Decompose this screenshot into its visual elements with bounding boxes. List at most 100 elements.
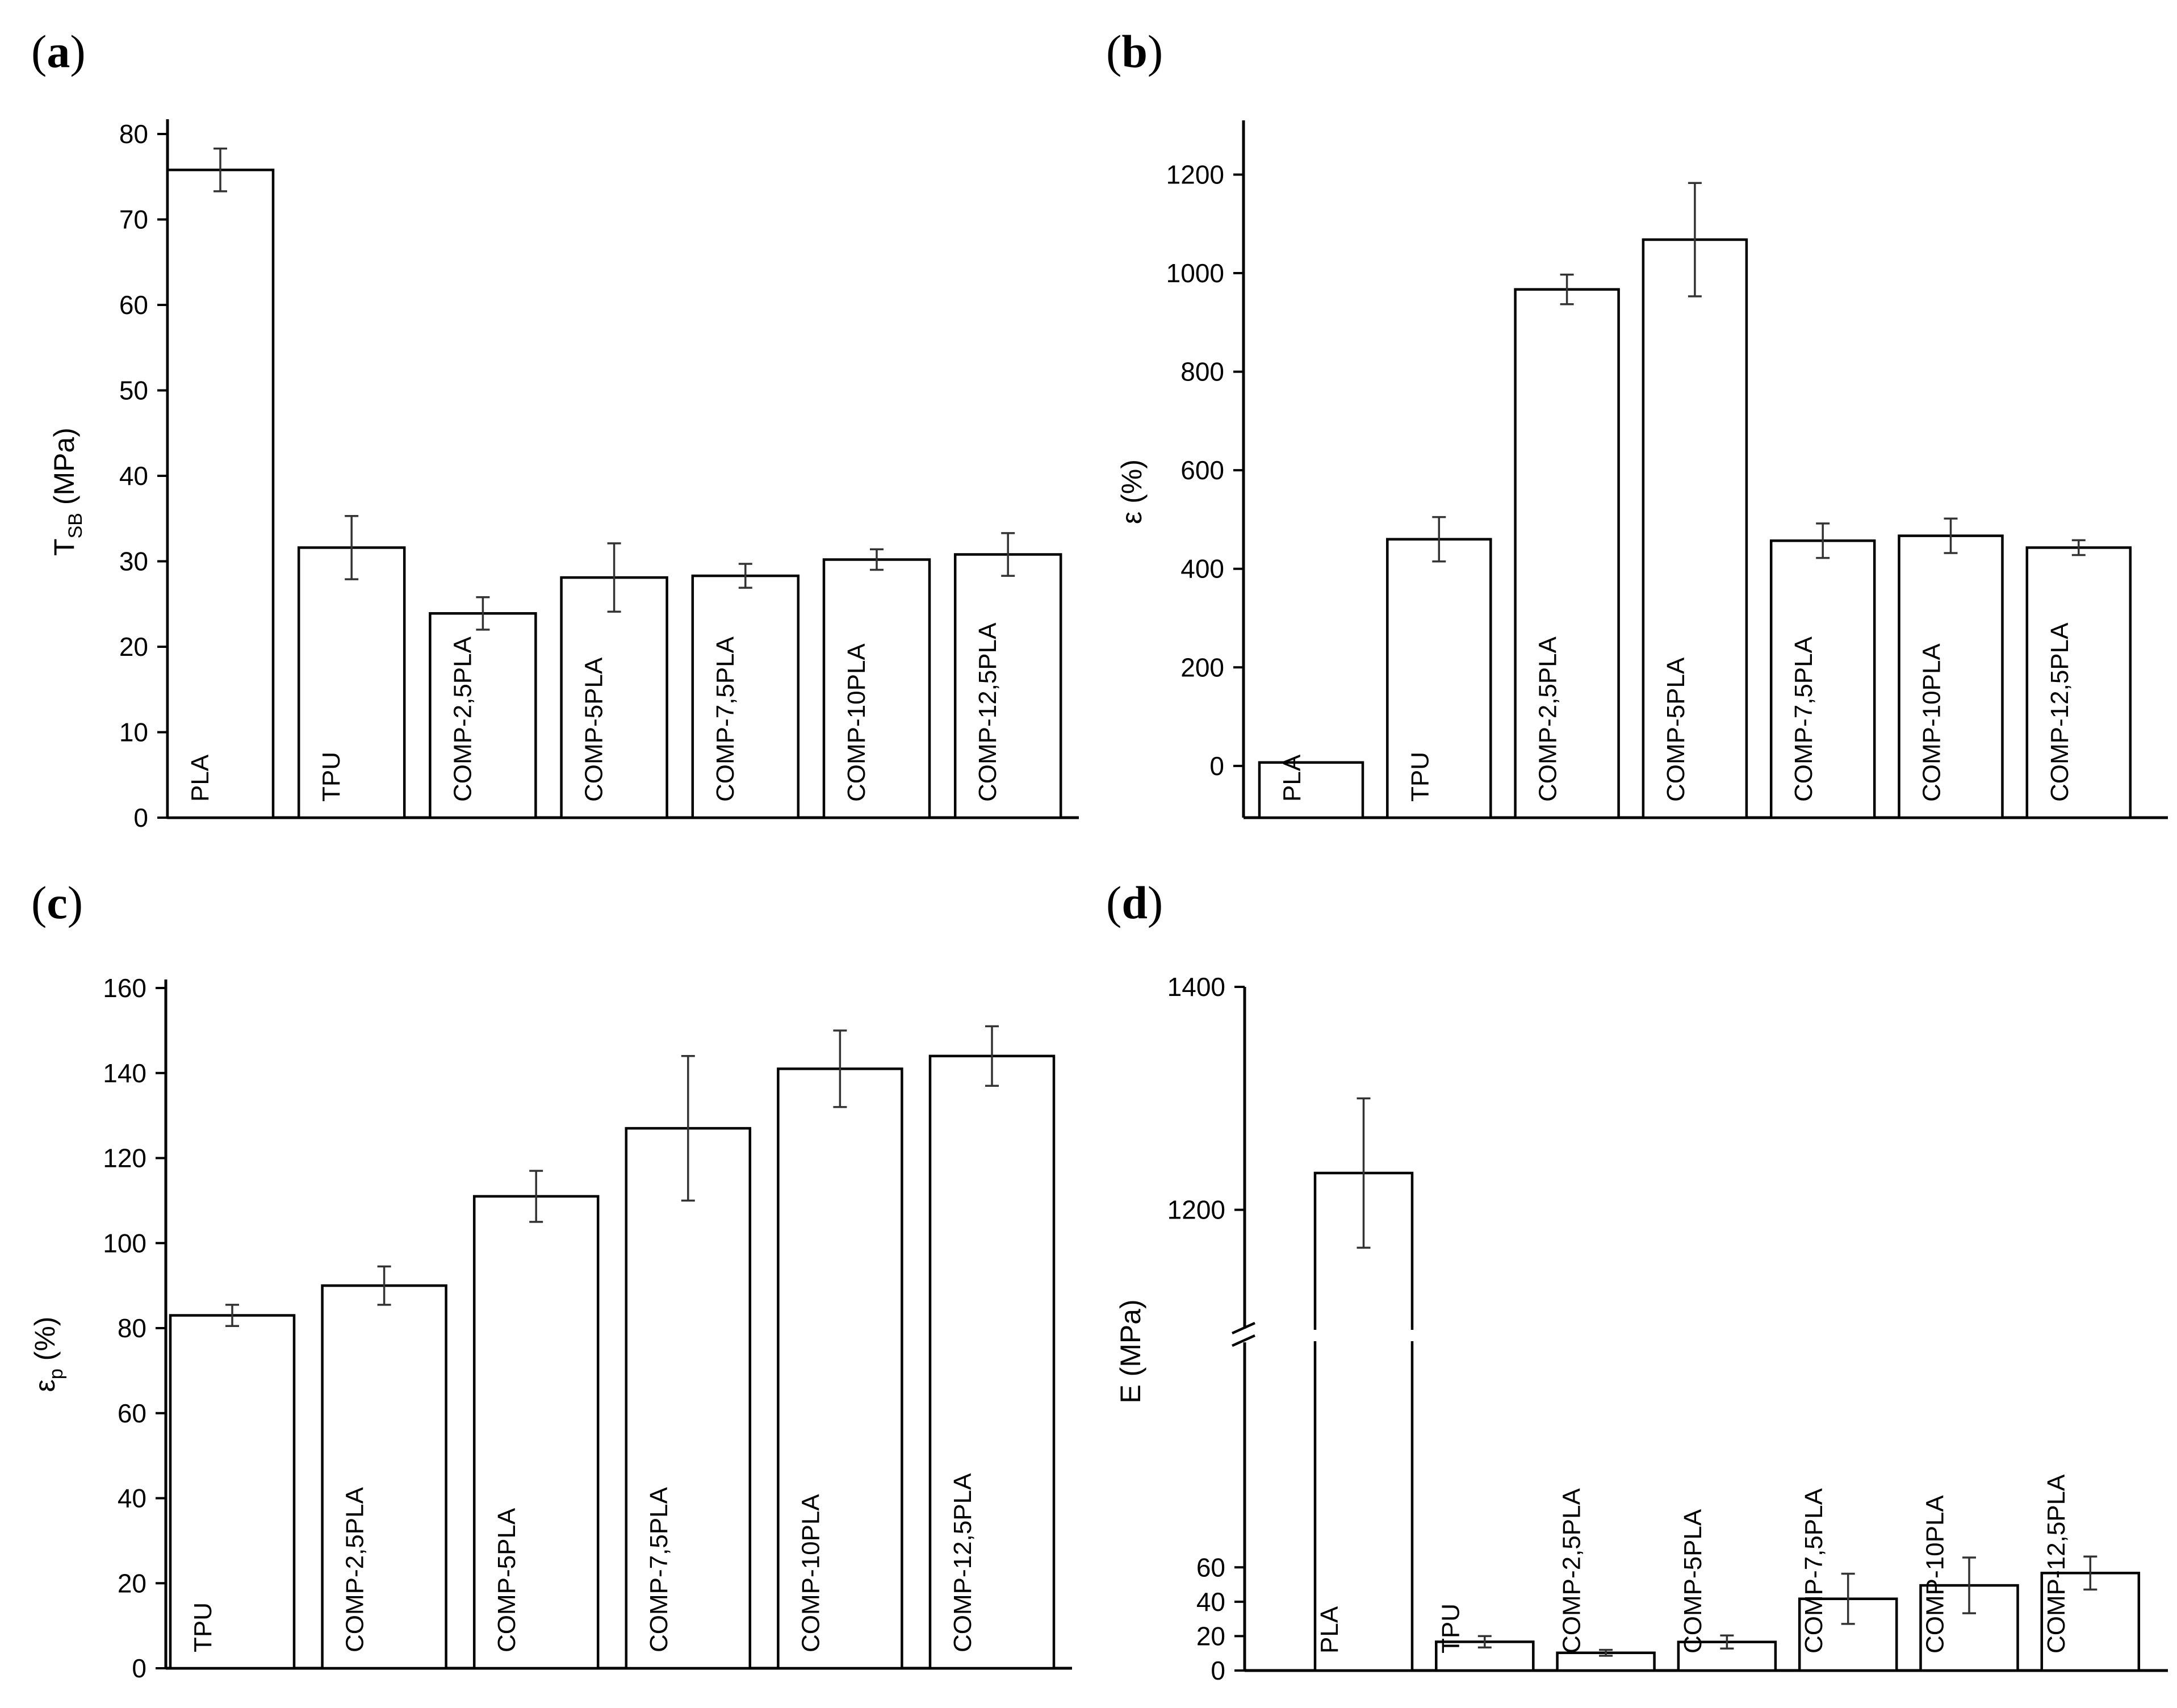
y-tick-label: 1200 — [1166, 160, 1224, 189]
y-tick-label: 1000 — [1166, 258, 1224, 288]
bar-label: COMP-2,5PLA — [449, 636, 476, 802]
panel-a: (a) 0 10 20 30 40 50 60 70 80 TSB (MPa) PLA TPU CO… — [31, 26, 1079, 832]
bar-label: COMP-5PLA — [493, 1508, 521, 1652]
y-tick-label: 1200 — [1167, 1195, 1225, 1225]
y-tick-label: 70 — [119, 205, 148, 235]
bar — [429, 612, 537, 819]
bar — [1386, 538, 1492, 819]
bar — [2025, 546, 2132, 819]
y-tick-label: 800 — [1180, 357, 1224, 387]
bar-label: COMP-12,5PLA — [949, 1473, 977, 1652]
bar-label: TPU — [317, 752, 345, 802]
axis-break-mark — [1232, 1321, 1255, 1347]
y-tick-label: 140 — [103, 1058, 146, 1088]
y-tick-label: 0 — [132, 1653, 146, 1683]
y-tick-label: 0 — [133, 803, 148, 832]
y-tick-label: 80 — [119, 119, 148, 149]
bar — [1677, 1640, 1777, 1672]
bar-label: COMP-12,5PLA — [2042, 1474, 2070, 1653]
bar-break-gap — [1312, 1330, 1416, 1341]
panel-d-letter: (d) — [1106, 877, 1163, 928]
panel-d-y-axis-label: E (MPa) — [1115, 1299, 1146, 1403]
bar — [297, 546, 406, 819]
bar — [169, 1314, 296, 1670]
bar-label: COMP-12,5PLA — [2046, 622, 2074, 802]
y-tick-label: 400 — [1180, 554, 1224, 584]
bar-label: PLA — [186, 754, 214, 802]
bar-label: COMP-5PLA — [1662, 657, 1690, 802]
y-tick-label: 200 — [1180, 652, 1224, 682]
y-tick-label: 0 — [1209, 751, 1224, 781]
bar — [822, 558, 931, 819]
y-tick-label: 60 — [1196, 1552, 1225, 1582]
panel-d: (d) 0 20 40 60 1200 1400 E (MPa) PLA TPU COMP-2… — [1106, 877, 2168, 1685]
panel-c: (c) 0 20 40 60 80 100 120 140 160 εp (%) TPU COMP… — [29, 877, 1072, 1683]
bar-label: COMP-7,5PLA — [711, 636, 739, 802]
panel-b: (b) 0 200 400 600 800 1000 1200 ε (%) PLA TPU CO… — [1106, 26, 2168, 819]
panel-c-bars: TPU COMP-2,5PLA COMP-5PLA COMP-7,5PLA COMP-1… — [169, 1025, 1056, 1670]
bar-label: COMP-12,5PLA — [974, 622, 1002, 802]
y-tick-label: 50 — [119, 376, 148, 405]
y-tick-label: 30 — [119, 547, 148, 576]
bar — [1258, 761, 1364, 819]
panel-b-letter: (b) — [1106, 26, 1163, 77]
bar — [321, 1284, 447, 1670]
y-tick-label: 40 — [118, 1484, 146, 1513]
y-tick-label: 100 — [103, 1228, 146, 1258]
panel-a-bars: PLA TPU COMP-2,5PLA COMP-5PLA COMP-7,5PLA COM… — [166, 147, 1062, 819]
bar-label: PLA — [1316, 1606, 1343, 1653]
bar — [1769, 539, 1876, 819]
y-tick-label: 160 — [103, 973, 146, 1003]
y-tick-label: 80 — [118, 1313, 146, 1343]
panel-d-bars: PLA TPU COMP-2,5PLA COMP-5PLA COMP-7,5PLA COM… — [1312, 1097, 2141, 1672]
bar — [691, 574, 800, 819]
bar-label: COMP-7,5PLA — [1790, 636, 1818, 802]
bar-label: COMP-10PLA — [843, 643, 870, 802]
y-tick-label: 1400 — [1167, 972, 1225, 1002]
bar — [166, 168, 275, 819]
y-tick-label: 60 — [119, 290, 148, 320]
panel-b-bars: PLA TPU COMP-2,5PLA COMP-5PLA COMP-7,5PLA COM… — [1258, 182, 2132, 819]
bar — [1514, 288, 1620, 819]
y-tick-label: 40 — [119, 461, 148, 491]
y-tick-label: 120 — [103, 1144, 146, 1173]
y-tick-label: 20 — [1196, 1621, 1225, 1651]
bar — [1556, 1651, 1656, 1672]
bar-label: TPU — [1437, 1604, 1464, 1653]
y-tick-label: 20 — [119, 632, 148, 662]
bar — [953, 553, 1062, 819]
bar — [1642, 238, 1748, 819]
panel-a-y-axis-label: TSB (MPa) — [48, 428, 86, 556]
bar-label: COMP-10PLA — [1918, 643, 1946, 802]
panel-c-axes: 0 20 40 60 80 100 120 140 160 — [103, 973, 1072, 1683]
y-tick-label: 40 — [1196, 1587, 1225, 1617]
bar — [777, 1068, 903, 1670]
panel-c-letter: (c) — [31, 877, 83, 928]
bar-label: TPU — [189, 1602, 217, 1652]
panel-a-letter: (a) — [31, 26, 86, 77]
bar-label: COMP-10PLA — [797, 1494, 824, 1652]
bar — [2040, 1572, 2141, 1672]
bar — [1435, 1640, 1535, 1672]
bar — [560, 576, 668, 819]
bar-label: COMP-5PLA — [1679, 1509, 1707, 1653]
bar-label: COMP-2,5PLA — [1558, 1488, 1586, 1653]
bar — [472, 1195, 600, 1670]
bar-label: TPU — [1406, 752, 1434, 802]
y-tick-label: 0 — [1211, 1656, 1225, 1685]
bar — [1898, 534, 2004, 819]
bar-label: PLA — [1278, 754, 1306, 802]
y-tick-label: 20 — [118, 1568, 146, 1598]
bar-label: COMP-2,5PLA — [341, 1487, 369, 1652]
bar-label: COMP-5PLA — [580, 657, 608, 802]
panel-b-y-axis-label: ε (%) — [1116, 459, 1148, 524]
bar-label: COMP-7,5PLA — [645, 1487, 673, 1652]
bar-label: COMP-2,5PLA — [1534, 636, 1562, 802]
y-tick-label: 600 — [1180, 455, 1224, 485]
y-tick-label: 10 — [119, 718, 148, 747]
bar-label: COMP-10PLA — [1921, 1495, 1949, 1653]
bar — [1313, 1171, 1414, 1672]
bar-label: COMP-7,5PLA — [1800, 1488, 1828, 1653]
y-tick-label: 60 — [118, 1399, 146, 1428]
